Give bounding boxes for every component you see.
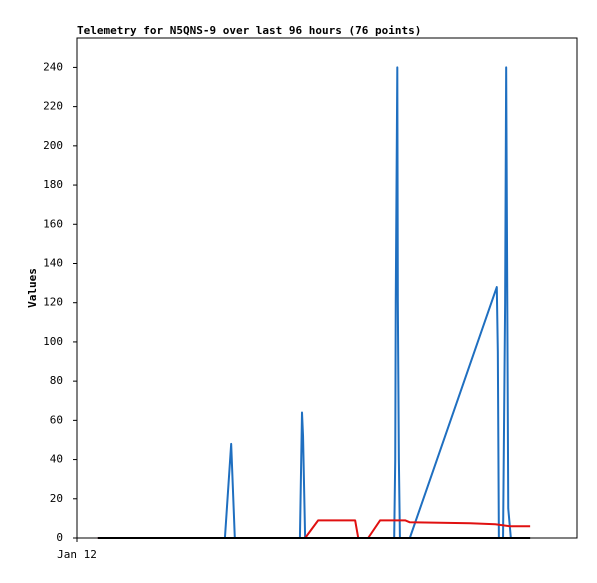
series-line xyxy=(97,519,531,539)
y-tick-label: 220 xyxy=(43,100,63,113)
chart-title: Telemetry for N5QNS-9 over last 96 hours… xyxy=(77,24,421,37)
x-tick-label: Jan 12 xyxy=(57,548,97,561)
y-axis-label: Values xyxy=(26,268,39,308)
y-tick-label: 0 xyxy=(56,531,63,544)
series-line xyxy=(97,66,512,539)
y-tick-label: 180 xyxy=(43,178,63,191)
y-tick-label: 60 xyxy=(50,413,63,426)
y-tick-label: 120 xyxy=(43,296,63,309)
y-tick-label: 80 xyxy=(50,374,63,387)
y-tick-label: 140 xyxy=(43,256,63,269)
y-tick-label: 100 xyxy=(43,335,63,348)
y-tick-label: 200 xyxy=(43,139,63,152)
y-tick-label: 240 xyxy=(43,60,63,73)
y-tick-label: 160 xyxy=(43,217,63,230)
y-tick-label: 20 xyxy=(50,492,63,505)
y-tick-label: 40 xyxy=(50,453,63,466)
